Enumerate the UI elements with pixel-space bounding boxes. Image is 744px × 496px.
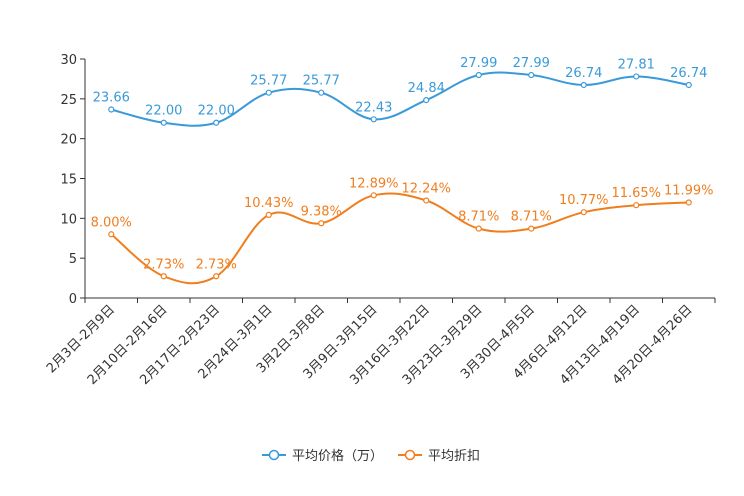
discount-data-label: 11.99% [664, 183, 714, 198]
y-tick-label: 25 [60, 93, 77, 108]
price-data-label: 26.74 [565, 66, 602, 81]
price-data-point [213, 119, 220, 126]
discount-data-point [213, 273, 220, 280]
price-data-label: 25.77 [250, 74, 287, 89]
y-tick-label: 5 [69, 252, 77, 267]
legend-discount-label: 平均折扣 [428, 449, 480, 464]
price-data-label: 22.00 [198, 104, 235, 119]
discount-data-label: 2.73% [143, 257, 184, 272]
y-tick-label: 10 [60, 212, 77, 227]
discount-data-label: 12.24% [401, 181, 451, 196]
discount-data-label: 11.65% [611, 186, 661, 201]
discount-data-label: 2.73% [196, 257, 237, 272]
price-data-point [108, 106, 115, 113]
price-data-point [633, 73, 640, 80]
y-tick-label: 20 [60, 133, 77, 148]
discount-data-point [160, 273, 167, 280]
price-data-label: 22.00 [145, 104, 182, 119]
price-data-label: 26.74 [670, 66, 707, 81]
price-data-label: 23.66 [93, 91, 130, 106]
discount-data-point [318, 220, 325, 227]
price-data-label: 24.84 [408, 81, 445, 96]
discount-data-label: 8.71% [511, 210, 552, 225]
discount-data-point [265, 211, 272, 219]
price-data-point [685, 81, 692, 89]
price-series-line [111, 71, 689, 127]
price-data-label: 25.77 [303, 74, 340, 89]
discount-data-label: 8.00% [91, 215, 132, 230]
discount-data-point [423, 197, 430, 204]
discount-data-point [685, 199, 692, 206]
price-data-label: 22.43 [355, 100, 392, 115]
price-data-label: 27.99 [460, 56, 497, 71]
price-data-label: 27.81 [618, 57, 655, 72]
discount-data-point [108, 231, 115, 238]
legend-price-label: 平均价格（万） [292, 448, 383, 464]
price-data-point [265, 89, 272, 96]
legend-price-marker [268, 449, 280, 461]
price-data-point [370, 116, 377, 123]
y-tick-label: 15 [60, 173, 77, 188]
discount-data-label: 10.77% [559, 193, 609, 208]
discount-data-point [633, 202, 640, 209]
discount-data-point [370, 192, 377, 199]
discount-data-point [528, 225, 535, 232]
legend-item-discount: 平均折扣 [398, 449, 480, 464]
discount-data-point [580, 209, 587, 216]
price-data-point [160, 119, 167, 126]
discount-data-label: 9.38% [301, 204, 342, 219]
price-data-point [580, 81, 587, 89]
y-tick-label: 0 [69, 292, 77, 307]
discount-data-label: 12.89% [349, 176, 399, 191]
price-data-point [475, 71, 482, 79]
price-data-label: 27.99 [513, 56, 550, 71]
legend-item-price: 平均价格（万） [262, 448, 383, 464]
y-tick-label: 30 [60, 53, 77, 68]
discount-data-point [475, 225, 482, 232]
legend-discount-marker [404, 449, 416, 461]
discount-data-label: 10.43% [244, 196, 294, 211]
discount-data-label: 8.71% [458, 210, 499, 225]
price-data-point [423, 97, 430, 104]
price-data-point [528, 71, 535, 79]
price-data-point [318, 89, 325, 96]
